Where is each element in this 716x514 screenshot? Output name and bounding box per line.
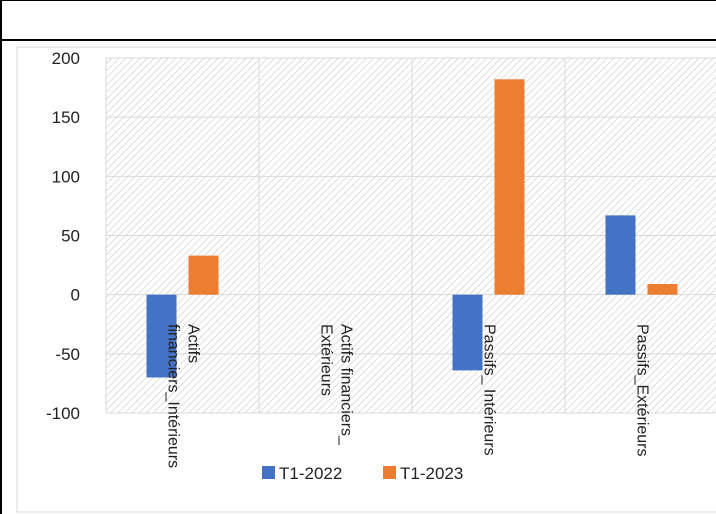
y-tick-label: 150 — [52, 108, 80, 127]
y-tick-label: 200 — [52, 49, 80, 68]
legend-swatch — [262, 466, 275, 479]
x-category-label: Passifs_ Intérieurs — [480, 324, 497, 456]
legend-label: T1-2022 — [279, 464, 342, 483]
legend: T1-2022 T1-2023 — [262, 464, 463, 483]
legend-label: T1-2023 — [400, 464, 463, 483]
bar-t1-2023-2 — [494, 79, 525, 295]
x-category-label: Extérieurs — [317, 324, 334, 396]
x-category-label: Passifs_Extérieurs — [633, 324, 650, 457]
x-category-label: Actifs financiers_ — [337, 324, 354, 446]
y-axis-tick-labels: 200 150 100 50 0 -50 -100 — [46, 49, 80, 423]
legend-swatch — [383, 466, 396, 479]
y-tick-label: 100 — [52, 167, 80, 186]
y-tick-label: 0 — [71, 286, 80, 305]
bar-t1-2022-0 — [146, 294, 177, 378]
bars — [146, 79, 678, 378]
bar-t1-2022-3 — [605, 215, 636, 295]
bar-t1-2023-3 — [647, 284, 678, 295]
y-tick-label: -50 — [55, 345, 80, 364]
x-category-label: Actifs — [184, 324, 201, 363]
chart-area-border — [16, 46, 716, 513]
y-tick-label: -100 — [46, 404, 80, 423]
bar-t1-2022-2 — [452, 294, 483, 371]
bar-t1-2023-0 — [188, 255, 219, 295]
y-tick-label: 50 — [61, 227, 80, 246]
x-category-label: financiers_Intérieurs — [164, 324, 181, 468]
